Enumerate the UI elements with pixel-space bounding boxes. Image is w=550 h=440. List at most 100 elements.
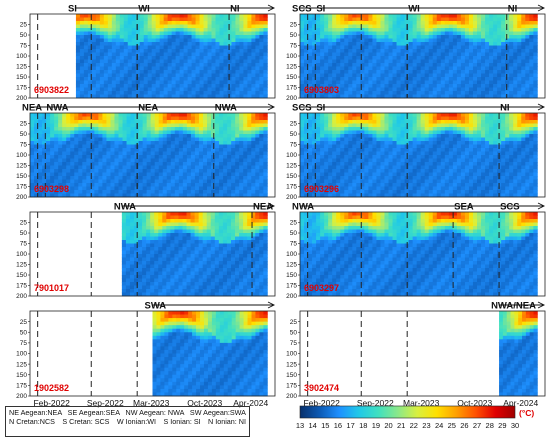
heatmap-cell	[179, 63, 185, 67]
heatmap-cell	[90, 130, 95, 135]
heatmap-cell	[304, 130, 309, 135]
heatmap-cell	[384, 21, 389, 25]
heatmap-cell	[83, 24, 89, 29]
heatmap-cell	[106, 165, 111, 170]
heatmap-cell	[195, 87, 200, 92]
heatmap-cell	[372, 91, 377, 95]
heatmap-cell	[190, 186, 196, 191]
heatmap-cell	[163, 77, 169, 81]
heatmap-cell	[400, 59, 405, 64]
heatmap-cell	[74, 162, 79, 166]
heatmap-cell	[143, 87, 149, 92]
heatmap-cell	[448, 52, 454, 57]
heatmap-cell	[521, 56, 526, 60]
heatmap-cell	[38, 130, 43, 135]
heatmap-cell	[521, 31, 526, 36]
heatmap-cell	[316, 127, 321, 131]
heatmap-cell	[199, 38, 204, 43]
heatmap-cell	[94, 179, 99, 184]
heatmap-cell	[392, 193, 397, 198]
heatmap-cell	[400, 28, 405, 32]
heatmap-cell	[50, 155, 55, 159]
heatmap-cell	[400, 91, 405, 95]
heatmap-cell	[396, 176, 401, 180]
heatmap-cell	[122, 155, 127, 159]
heatmap-cell	[78, 127, 83, 131]
heatmap-cell	[340, 186, 345, 191]
heatmap-cell	[344, 169, 349, 173]
heatmap-cell	[86, 179, 91, 184]
heatmap-cell	[388, 158, 393, 163]
heatmap-cell	[384, 165, 389, 170]
heatmap-cell	[416, 70, 422, 74]
heatmap-cell	[127, 66, 133, 71]
heatmap-cell	[235, 172, 240, 177]
heatmap-cell	[78, 169, 83, 173]
heatmap-cell	[162, 120, 168, 124]
heatmap-cell	[182, 165, 188, 170]
heatmap-cell	[102, 190, 107, 194]
heatmap-cell	[501, 45, 506, 50]
heatmap-cell	[62, 130, 67, 135]
heatmap-cell	[247, 116, 252, 121]
heatmap-cell	[171, 73, 177, 78]
heatmap-cell	[505, 63, 510, 67]
heatmap-cell	[199, 52, 204, 57]
heatmap-cell	[138, 172, 144, 177]
heatmap-cell	[138, 179, 144, 184]
heatmap-cell	[34, 144, 39, 149]
heatmap-cell	[235, 162, 240, 166]
heatmap-cell	[162, 183, 168, 187]
heatmap-cell	[352, 28, 357, 32]
heatmap-cell	[428, 45, 434, 50]
heatmap-cell	[316, 162, 321, 166]
heatmap-cell	[477, 45, 482, 50]
heatmap-cell	[493, 56, 498, 60]
heatmap-cell	[497, 52, 502, 57]
heatmap-cell	[424, 45, 430, 50]
heatmap-cell	[243, 151, 248, 156]
heatmap-cell	[340, 127, 345, 131]
heatmap-cell	[227, 186, 232, 191]
heatmap-cell	[159, 70, 165, 74]
heatmap-cell	[211, 63, 216, 67]
heatmap-cell	[243, 141, 248, 145]
heatmap-cell	[119, 14, 125, 18]
heatmap-cell	[66, 137, 71, 142]
heatmap-cell	[444, 141, 450, 145]
heatmap-cell	[344, 193, 349, 198]
heatmap-cell	[219, 144, 224, 149]
heatmap-cell	[493, 35, 498, 39]
heatmap-cell	[312, 113, 317, 117]
heatmap-cell	[392, 169, 397, 173]
heatmap-cell	[154, 162, 160, 166]
heatmap-cell	[215, 162, 220, 166]
heatmap-cell	[106, 116, 111, 121]
heatmap-cell	[340, 179, 345, 184]
heatmap-cell	[102, 165, 107, 170]
heatmap-cell	[384, 70, 389, 74]
heatmap-cell	[316, 186, 321, 191]
heatmap-cell	[452, 80, 458, 85]
heatmap-cell	[440, 144, 446, 149]
heatmap-cell	[178, 183, 184, 187]
heatmap-cell	[348, 179, 353, 184]
heatmap-cell	[46, 183, 51, 187]
heatmap-cell	[352, 144, 357, 149]
heatmap-cell	[110, 144, 115, 149]
heatmap-cell	[30, 169, 35, 173]
heatmap-cell	[215, 21, 220, 25]
heatmap-cell	[372, 28, 377, 32]
heatmap-cell	[215, 84, 220, 88]
heatmap-cell	[364, 193, 369, 198]
heatmap-cell	[86, 144, 91, 149]
heatmap-cell	[372, 116, 377, 121]
heatmap-cell	[432, 162, 438, 166]
heatmap-cell	[356, 186, 361, 191]
heatmap-cell	[211, 151, 216, 156]
heatmap-cell	[255, 137, 260, 142]
heatmap-cell	[376, 176, 381, 180]
heatmap-cell	[174, 137, 180, 142]
heatmap-cell	[235, 59, 240, 64]
heatmap-cell	[50, 193, 55, 198]
